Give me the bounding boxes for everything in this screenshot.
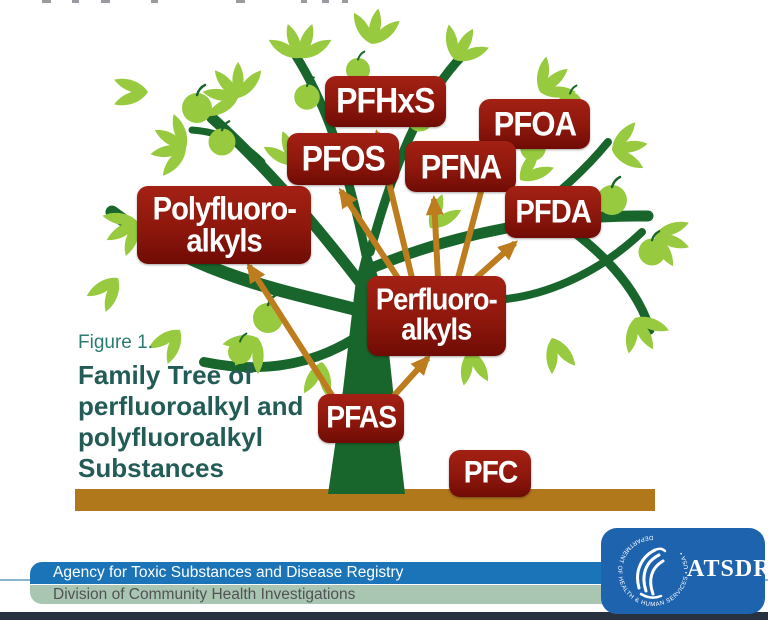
node-label: PFAS — [326, 400, 397, 435]
node-label: alkyls — [186, 222, 262, 259]
node-pfoa: PFOA — [479, 99, 590, 149]
node-polyfluoroalkyls: Polyfluoro- alkyls — [137, 186, 311, 264]
figure-caption: Figure 1. Family Tree of perfluoroalkyl … — [78, 332, 303, 484]
node-label: PFC — [463, 455, 518, 490]
node-pfas: PFAS — [318, 394, 404, 443]
node-label: Perfluoro- — [376, 283, 498, 318]
node-pfos: PFOS — [287, 133, 399, 185]
agency-banner: Agency for Toxic Substances and Disease … — [30, 562, 640, 584]
node-label: alkyls — [401, 313, 472, 347]
figure-number: Figure 1. — [78, 332, 153, 353]
figure-title-line: Family Tree of — [78, 360, 253, 390]
node-perfluoroalkyls: Perfluoro- alkyls — [367, 276, 506, 356]
atsdr-logo: DEPARTMENT OF HEALTH & HUMAN SERVICES • … — [601, 528, 768, 614]
node-label: PFHxS — [336, 81, 435, 121]
agency-banner-text: Agency for Toxic Substances and Disease … — [53, 564, 404, 581]
division-banner: Division of Community Health Investigati… — [30, 585, 622, 604]
hhs-eagle-seal-icon: DEPARTMENT OF HEALTH & HUMAN SERVICES • … — [616, 534, 690, 608]
atsdr-logo-text: ATSDR — [687, 556, 768, 582]
figure-title-line: perfluoroalkyl and — [78, 391, 304, 421]
figure-title-line: polyfluoroalkyl — [78, 422, 263, 452]
node-label: PFDA — [515, 193, 592, 230]
node-label: PFOS — [301, 138, 385, 179]
figure-title-line: Substances — [78, 453, 224, 483]
node-pfc: PFC — [449, 450, 531, 497]
node-pfhxs: PFHxS — [325, 76, 446, 127]
node-label: PFNA — [420, 146, 502, 186]
node-pfda: PFDA — [505, 186, 601, 238]
arrow-pfas-to-polyfluoroalkyls — [246, 262, 338, 402]
arrow-pfas-to-perfluoroalkyls — [387, 355, 431, 403]
node-label: Polyfluoro- — [152, 190, 296, 228]
arrow-perfluoroalkyls-to-pfda — [473, 240, 518, 281]
node-label: PFOA — [493, 104, 576, 143]
arrow-perfluoroalkyls-to-pfna — [425, 195, 444, 279]
page-bottom-strip — [0, 612, 768, 620]
division-banner-text: Division of Community Health Investigati… — [53, 585, 356, 603]
arrow-perfluoroalkyls-to-pfos — [338, 187, 401, 280]
node-pfna: PFNA — [405, 141, 516, 192]
